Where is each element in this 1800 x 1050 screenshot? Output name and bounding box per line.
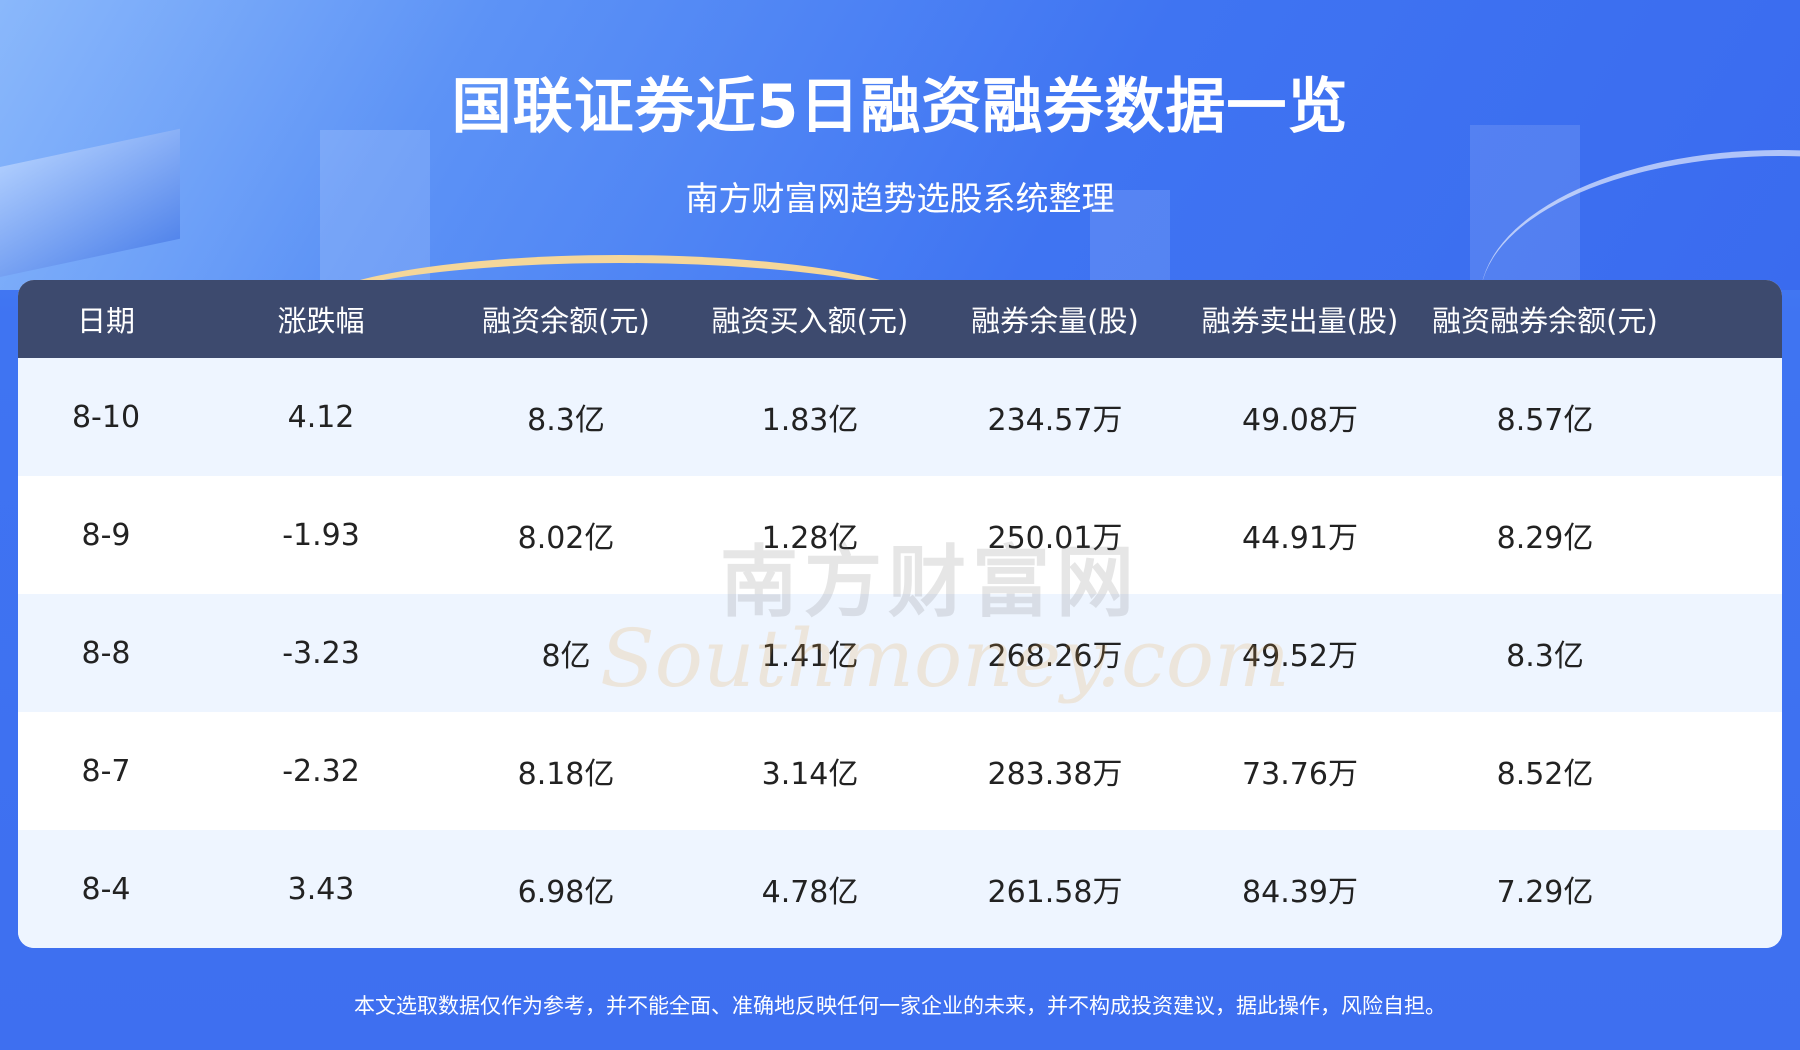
column-header: 融资余额(元) [482, 304, 650, 338]
table-cell: 250.01万 [987, 521, 1123, 556]
table-row: 8-4 3.43 6.98亿 4.78亿 261.58万 84.39万 7.29亿 [18, 830, 1782, 948]
table-cell: 4.78亿 [761, 875, 859, 910]
table-cell: 8.29亿 [1496, 521, 1594, 556]
table-cell: 8.3亿 [527, 403, 605, 438]
table-cell: 73.76万 [1242, 757, 1358, 792]
table-cell: 3.43 [287, 871, 355, 907]
table-cell: 8-8 [81, 635, 131, 671]
table-cell: 44.91万 [1242, 521, 1358, 556]
header-background [0, 0, 1800, 290]
disclaimer: 本文选取数据仅作为参考，并不能全面、准确地反映任何一家企业的未来，并不构成投资建… [354, 994, 1446, 1018]
table-cell: 8.18亿 [517, 757, 615, 792]
table-cell: 8.02亿 [517, 521, 615, 556]
table-cell: 1.28亿 [761, 521, 859, 556]
table-cell: 8-10 [71, 399, 141, 435]
table-cell: 8亿 [541, 639, 591, 674]
table-cell: 283.38万 [987, 757, 1123, 792]
table-cell: 7.29亿 [1496, 875, 1594, 910]
table-row: 8-8 -3.23 8亿 1.41亿 268.26万 49.52万 8.3亿 [18, 594, 1782, 712]
column-header: 融券余量(股) [971, 304, 1139, 338]
column-header: 日期 [76, 304, 136, 338]
table-cell: 8-7 [81, 753, 131, 789]
column-header: 融券卖出量(股) [1201, 304, 1399, 338]
table-cell: 8.57亿 [1496, 403, 1594, 438]
table-row: 8-9 -1.93 8.02亿 1.28亿 250.01万 44.91万 8.29亿 [18, 476, 1782, 594]
table-cell: 6.98亿 [517, 875, 615, 910]
table-cell: 234.57万 [987, 403, 1123, 438]
table-cell: -3.23 [282, 635, 360, 671]
page-subtitle: 南方财富网趋势选股系统整理 [685, 179, 1115, 218]
table-header: 日期 涨跌幅 融资余额(元) 融资买入额(元) 融券余量(股) 融券卖出量(股) 融资融券余… [18, 280, 1782, 358]
table-cell: 4.12 [287, 399, 355, 435]
table-cell: 268.26万 [987, 639, 1123, 674]
table-row: 8-10 4.12 8.3亿 1.83亿 234.57万 49.08万 8.57亿 [18, 358, 1782, 476]
table-cell: 49.52万 [1242, 639, 1358, 674]
table-cell: 1.83亿 [761, 403, 859, 438]
table-cell: 261.58万 [987, 875, 1123, 910]
column-header: 融资融券余额(元) [1432, 304, 1658, 338]
page-title: 国联证券近5日融资融券数据一览 [451, 72, 1349, 142]
margin-data-table: 日期 涨跌幅 融资余额(元) 融资买入额(元) 融券余量(股) 融券卖出量(股) 融资融券余… [18, 280, 1782, 948]
table-cell: 8.3亿 [1506, 639, 1584, 674]
column-header: 融资买入额(元) [711, 304, 909, 338]
table-cell: 8.52亿 [1496, 757, 1594, 792]
table-cell: -2.32 [282, 753, 360, 789]
table-cell: 8-9 [81, 517, 131, 553]
table-cell: 3.14亿 [761, 757, 859, 792]
table-cell: 8-4 [81, 871, 131, 907]
table-cell: 1.41亿 [761, 639, 859, 674]
table-cell: 49.08万 [1242, 403, 1358, 438]
table-row: 8-7 -2.32 8.18亿 3.14亿 283.38万 73.76万 8.52亿 [18, 712, 1782, 830]
table-cell: 84.39万 [1242, 875, 1358, 910]
column-header: 涨跌幅 [277, 304, 365, 338]
table-cell: -1.93 [282, 517, 360, 553]
